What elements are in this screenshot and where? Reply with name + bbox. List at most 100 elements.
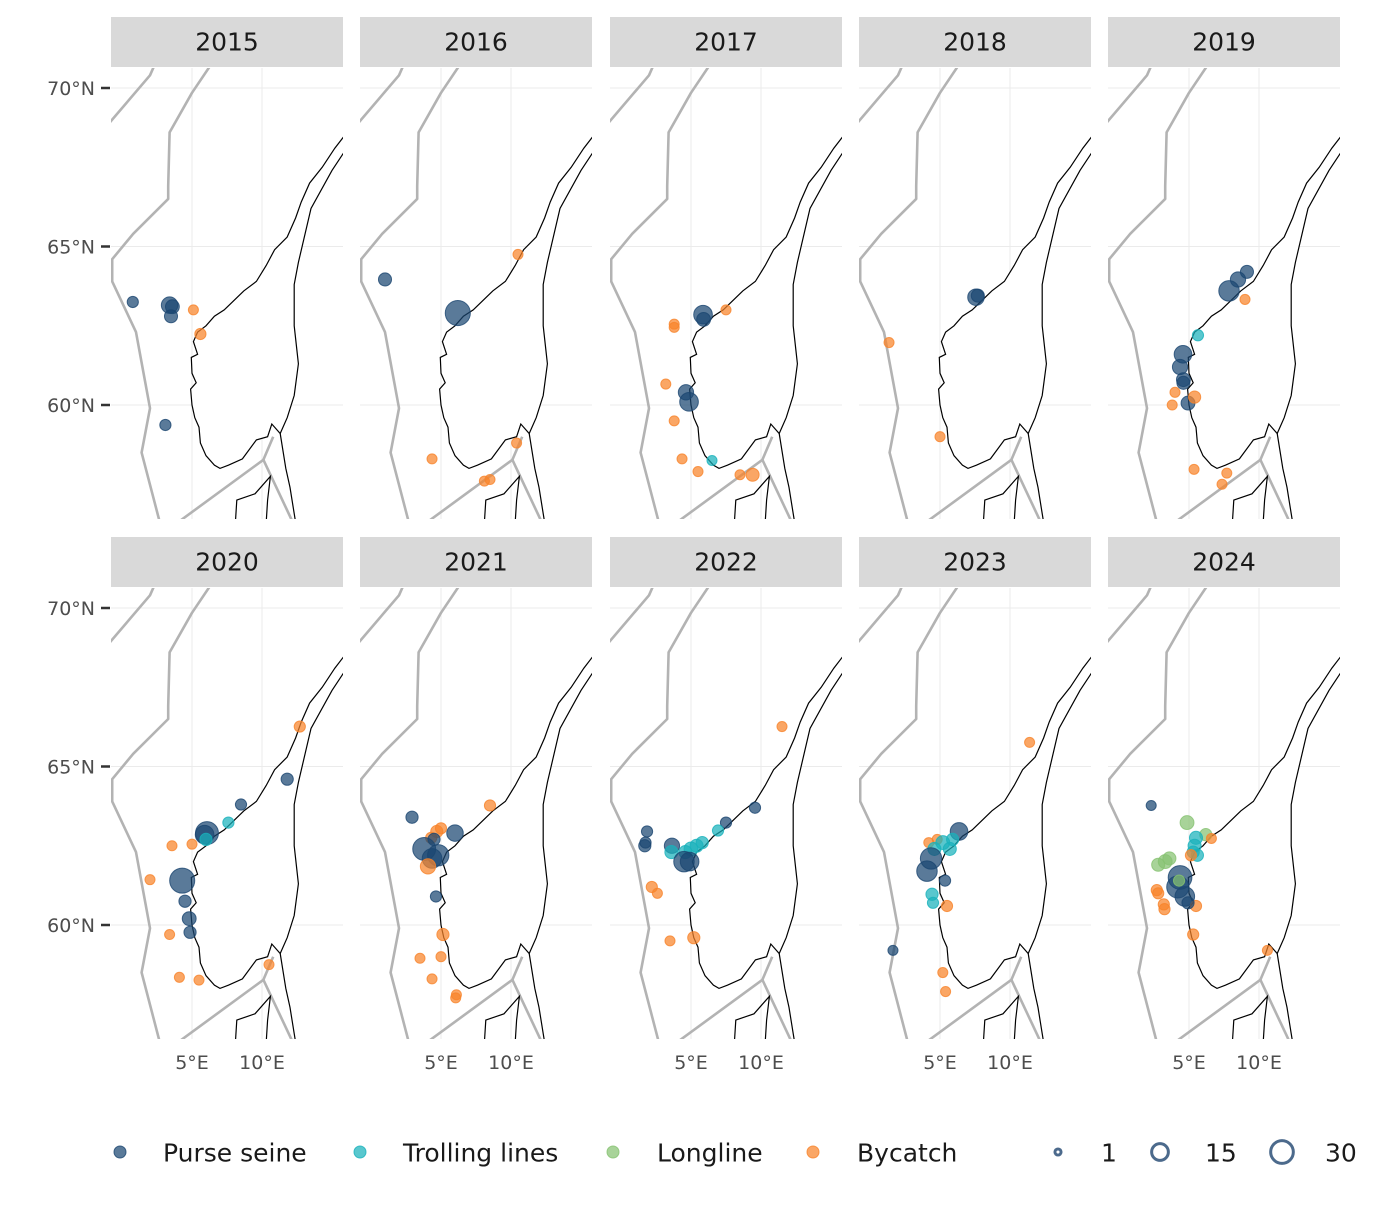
- data-point: [776, 721, 788, 733]
- data-point: [664, 935, 676, 947]
- y-tick-label: 65°N: [47, 237, 95, 259]
- data-point: [1171, 358, 1189, 376]
- data-point: [484, 473, 496, 486]
- facet-strip-label: 2022: [694, 548, 758, 577]
- sweden-coastline: [778, 953, 795, 1039]
- eez-boundary-line: [262, 459, 293, 519]
- data-point: [711, 824, 725, 837]
- data-point: [512, 248, 524, 260]
- map-area: [111, 588, 343, 1039]
- facet-panel-2016: 2016: [360, 17, 592, 519]
- norway-coastline: [438, 136, 592, 470]
- data-point: [434, 822, 448, 835]
- x-tick-label: 10°E: [239, 1052, 285, 1074]
- eez-boundary-line: [111, 588, 155, 644]
- data-point: [934, 431, 946, 443]
- data-point: [651, 887, 663, 899]
- data-point: [664, 845, 679, 860]
- size-legend-key: [1053, 1147, 1063, 1157]
- eez-boundary-line: [1108, 588, 1152, 644]
- y-tick-label: 70°N: [47, 78, 95, 100]
- eez-boundary-line: [511, 459, 542, 519]
- facet-strip: [360, 537, 592, 587]
- eez-boundary-line: [610, 588, 654, 644]
- data-point: [1181, 896, 1195, 910]
- data-point: [734, 469, 746, 481]
- data-point: [446, 824, 464, 842]
- data-point: [1169, 386, 1181, 398]
- facet-strip-label: 2015: [195, 28, 259, 57]
- legend-key: [353, 1145, 367, 1159]
- eez-boundary-line: [511, 979, 542, 1039]
- size-legend-key: [1150, 1142, 1170, 1162]
- legend-label: Longline: [657, 1139, 763, 1168]
- data-point: [692, 466, 704, 478]
- data-point: [419, 858, 437, 875]
- y-tick-label: 65°N: [47, 757, 95, 779]
- facet-strip-label: 2021: [444, 548, 508, 577]
- legend-item-longline: Longline: [606, 1139, 763, 1168]
- denmark-coastline: [484, 994, 521, 1039]
- eez-boundary-line: [761, 979, 792, 1039]
- data-point: [970, 288, 985, 303]
- sweden-coastline: [1276, 953, 1293, 1039]
- size-legend-label: 1: [1101, 1139, 1117, 1168]
- facet-strip-label: 2019: [1192, 28, 1256, 57]
- data-point: [181, 911, 197, 927]
- data-point: [199, 832, 213, 847]
- norway-coastline: [937, 656, 1091, 990]
- facet-strip: [859, 537, 1091, 587]
- size-legend-item: 1: [1053, 1139, 1117, 1168]
- norway-coastline: [688, 656, 842, 990]
- data-point: [1179, 815, 1195, 831]
- facet-strip: [859, 17, 1091, 67]
- eez-boundary-line: [1108, 588, 1208, 1039]
- data-point: [745, 467, 760, 482]
- sweden-coastline: [279, 953, 296, 1039]
- norway-coastline: [1186, 136, 1340, 470]
- x-tick-label: 10°E: [488, 1052, 534, 1074]
- facet-panel-2024: 2024 5°E 10°E: [1108, 537, 1340, 1074]
- data-point: [639, 836, 652, 849]
- map-area: [859, 588, 1091, 1039]
- sweden-coastline: [1276, 433, 1293, 519]
- facet-strip-label: 2023: [943, 548, 1007, 577]
- data-point: [1172, 874, 1186, 887]
- data-point: [719, 816, 733, 829]
- data-point: [1187, 928, 1200, 941]
- legend-key: [113, 1145, 127, 1159]
- data-point: [186, 838, 198, 850]
- eez-boundary-line: [1010, 979, 1041, 1039]
- data-point: [1188, 463, 1200, 475]
- eez-boundary-line: [360, 588, 404, 644]
- data-point: [748, 801, 762, 814]
- data-point: [163, 309, 179, 324]
- data-point: [377, 272, 393, 287]
- data-point: [940, 986, 952, 998]
- size-legend-label: 15: [1205, 1139, 1237, 1168]
- legend-label: Bycatch: [857, 1139, 957, 1168]
- data-point: [173, 971, 185, 983]
- x-tick-label: 5°E: [1172, 1052, 1206, 1074]
- map-area: [610, 68, 842, 519]
- data-point: [263, 959, 275, 971]
- eez-boundary-line: [859, 588, 959, 1039]
- facet-strip: [1108, 17, 1340, 67]
- legend-label: Purse seine: [163, 1139, 307, 1168]
- size-legend-item: 15: [1150, 1139, 1237, 1168]
- data-point: [1162, 851, 1177, 866]
- data-point: [222, 816, 235, 829]
- sweden-coastline: [528, 953, 545, 1039]
- denmark-coastline: [1232, 994, 1269, 1039]
- data-point: [883, 337, 895, 349]
- eez-boundary-line: [360, 588, 460, 1039]
- legend-key: [606, 1145, 620, 1159]
- size-legend-label: 30: [1325, 1139, 1357, 1168]
- facet-panel-2023: 2023 5°E 10°E: [859, 537, 1091, 1074]
- facet-strip-label: 2024: [1192, 548, 1256, 577]
- data-point: [159, 418, 172, 432]
- y-tick-label: 60°N: [47, 915, 95, 937]
- data-point: [887, 944, 899, 956]
- data-point: [1221, 467, 1233, 479]
- sweden-coastline: [778, 433, 795, 519]
